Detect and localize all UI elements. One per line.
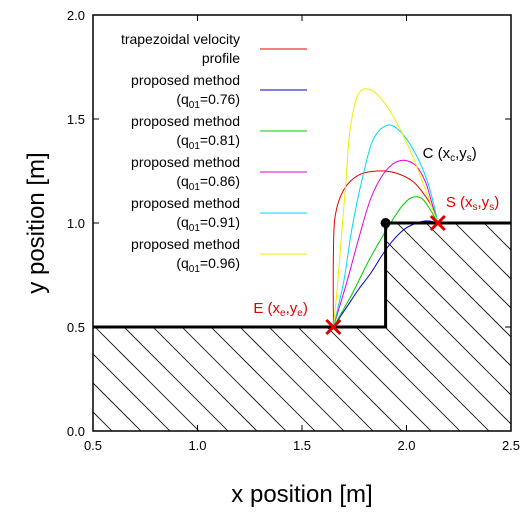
hatch-line	[231, 223, 511, 431]
legend-entry-1: proposed method (q01=0.76)	[131, 72, 307, 111]
legend-label: (q01=0.76)	[176, 91, 240, 111]
legend-label: profile	[202, 50, 240, 66]
hatch-line	[93, 223, 144, 431]
legend-label: (q01=0.81)	[176, 132, 240, 152]
hatch-line	[144, 223, 511, 431]
legend-label: proposed method	[131, 236, 240, 252]
axis-ticks: 0.5 1.0 1.5 2.0 2.50.00.51.01.52.0	[67, 8, 520, 453]
point-label-C: C (xc,ys)	[423, 145, 477, 164]
point-label-E: E (xe,ye)	[253, 300, 307, 319]
point-marker-S	[429, 214, 446, 232]
point-marker-E	[325, 318, 342, 336]
hatch-line	[93, 223, 492, 431]
series-line-4	[332, 124, 439, 328]
legend-label: (q01=0.96)	[176, 255, 240, 275]
y-tick-label: 2.0	[67, 8, 85, 23]
obstacle-boundary	[93, 221, 511, 329]
point-marker-C	[380, 218, 391, 228]
legend-entry-2: proposed method (q01=0.81)	[131, 113, 307, 152]
hatch-line	[93, 223, 511, 431]
legend-label: proposed method	[131, 72, 240, 88]
x-tick-label: 2.0	[397, 438, 415, 453]
series-line-5	[332, 88, 439, 328]
key-points: E (xe,ye) S (xs,ys) C (xc,ys)	[253, 145, 499, 336]
series-line-3	[332, 159, 439, 328]
legend-label: proposed method	[131, 113, 240, 129]
legend-entry-4: proposed method (q01=0.91)	[131, 195, 307, 234]
legend-label: (q01=0.86)	[176, 173, 240, 193]
legend-entry-0: trapezoidal velocity profile	[121, 31, 307, 66]
hatch-line	[93, 223, 511, 431]
legend-label: trapezoidal velocity	[121, 31, 240, 47]
legend-label: proposed method	[131, 154, 240, 170]
obstacle-boundary-line	[93, 221, 511, 329]
legend-entry-3: proposed method (q01=0.86)	[131, 154, 307, 193]
series-line-2	[332, 196, 439, 328]
y-tick-label: 1.5	[67, 112, 85, 127]
y-tick-label: 0.0	[67, 424, 85, 439]
legend: trapezoidal velocity profile proposed meth…	[121, 31, 307, 275]
y-axis-title: y position [m]	[23, 152, 50, 293]
x-tick-label: 2.5	[502, 438, 520, 453]
series-line-0	[332, 170, 439, 328]
hatch-line	[318, 223, 511, 431]
x-tick-label: 1.0	[188, 438, 206, 453]
point-label-S: S (xs,ys)	[446, 194, 499, 213]
y-tick-label: 1.0	[67, 216, 85, 231]
legend-label: (q01=0.91)	[176, 214, 240, 234]
x-tick-label: 0.5	[84, 438, 102, 453]
legend-entry-5: proposed method (q01=0.96)	[131, 236, 307, 275]
hatch-line	[173, 223, 511, 431]
x-tick-label: 1.5	[293, 438, 311, 453]
legend-label: proposed method	[131, 195, 240, 211]
hatch-line	[347, 223, 511, 431]
hatch-line	[202, 223, 511, 431]
x-axis-title: x position [m]	[231, 481, 372, 508]
y-tick-label: 0.5	[67, 320, 85, 335]
